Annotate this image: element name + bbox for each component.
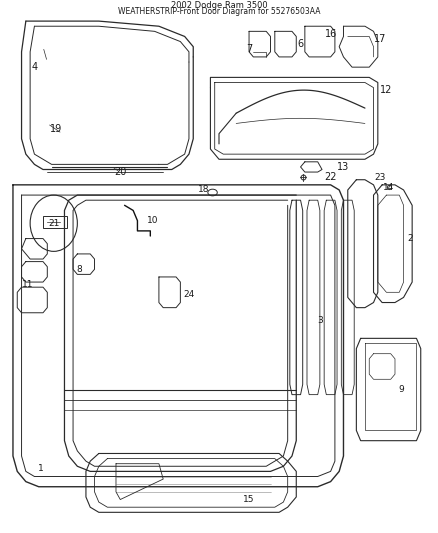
Text: 23: 23 [374,173,385,182]
Text: 14: 14 [383,183,394,192]
Text: 1: 1 [38,464,44,473]
Text: 12: 12 [380,85,392,95]
Text: 19: 19 [50,124,62,134]
Text: 16: 16 [325,29,337,39]
Text: 24: 24 [184,290,194,300]
Text: 6: 6 [297,39,304,49]
Text: 4: 4 [32,62,38,72]
Text: 3: 3 [317,316,323,325]
Text: 21: 21 [48,219,60,228]
Text: 2002 Dodge Ram 3500: 2002 Dodge Ram 3500 [171,1,267,10]
Text: 20: 20 [114,167,127,177]
Text: 17: 17 [374,34,386,44]
Text: 11: 11 [22,280,34,289]
Text: 10: 10 [147,216,158,225]
Text: 15: 15 [243,495,255,504]
Text: 7: 7 [246,44,252,54]
Text: 9: 9 [399,385,404,394]
Text: WEATHERSTRIP-Front Door Diagram for 55276503AA: WEATHERSTRIP-Front Door Diagram for 5527… [118,7,320,16]
Text: 8: 8 [77,265,82,274]
Text: 22: 22 [325,172,337,182]
Text: 2: 2 [407,234,413,243]
Bar [43,215,67,228]
Text: 13: 13 [337,162,350,172]
Text: 18: 18 [198,185,210,195]
